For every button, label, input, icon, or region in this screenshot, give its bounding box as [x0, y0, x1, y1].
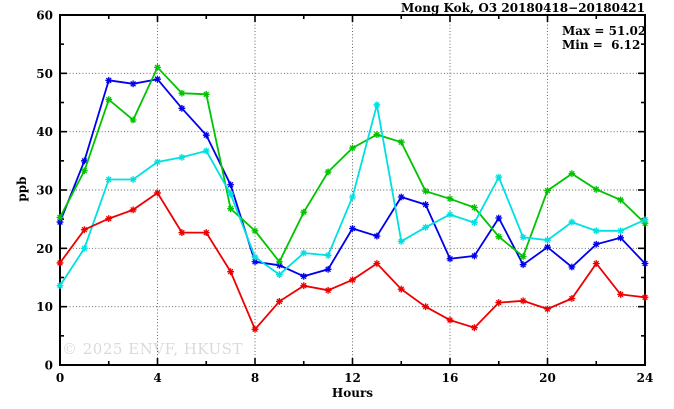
chart-title: Mong Kok, O3 20180418−20180421: [400, 1, 645, 15]
y-tick-label: 60: [36, 9, 53, 23]
min-value-label: Min = 6.12: [562, 38, 641, 52]
max-min-annotation: Max = 51.02 Min = 6.12: [562, 24, 646, 52]
series-red-line: [59, 191, 646, 331]
x-tick-label: 20: [539, 371, 556, 385]
x-tick-label: 4: [153, 371, 161, 385]
y-tick-label: 50: [36, 67, 53, 81]
plot-frame: [59, 14, 646, 366]
series-red: [56, 189, 649, 333]
x-tick-label: 24: [637, 371, 654, 385]
x-tick-label: 8: [251, 371, 259, 385]
x-tick-label: 12: [344, 371, 361, 385]
series-cyan-markers: [56, 101, 649, 290]
series-cyan: [56, 101, 649, 290]
y-tick-label: 0: [45, 359, 53, 373]
y-tick-label: 10: [36, 300, 53, 314]
series-blue-markers: [56, 75, 649, 280]
x-tick-label: 16: [442, 371, 459, 385]
y-axis-label: ppb: [15, 176, 29, 202]
axis-ticks: [59, 14, 646, 366]
x-axis-label: Hours: [331, 386, 374, 400]
max-value-label: Max = 51.02: [562, 24, 647, 38]
y-tick-label: 20: [36, 242, 53, 256]
x-tick-label: 0: [56, 371, 64, 385]
y-tick-label: 40: [36, 125, 53, 139]
series-blue: [56, 75, 649, 280]
tick-labels: 0 10 20 30 40 50 60 0 4 8 12 16 20 24: [36, 9, 653, 386]
series-green-markers: [56, 63, 649, 266]
gridlines: [60, 15, 645, 365]
watermark: © 2025 ENVF, HKUST: [62, 340, 243, 358]
series-green: [56, 63, 649, 266]
series-red-markers: [56, 189, 649, 333]
y-tick-label: 30: [36, 184, 53, 198]
